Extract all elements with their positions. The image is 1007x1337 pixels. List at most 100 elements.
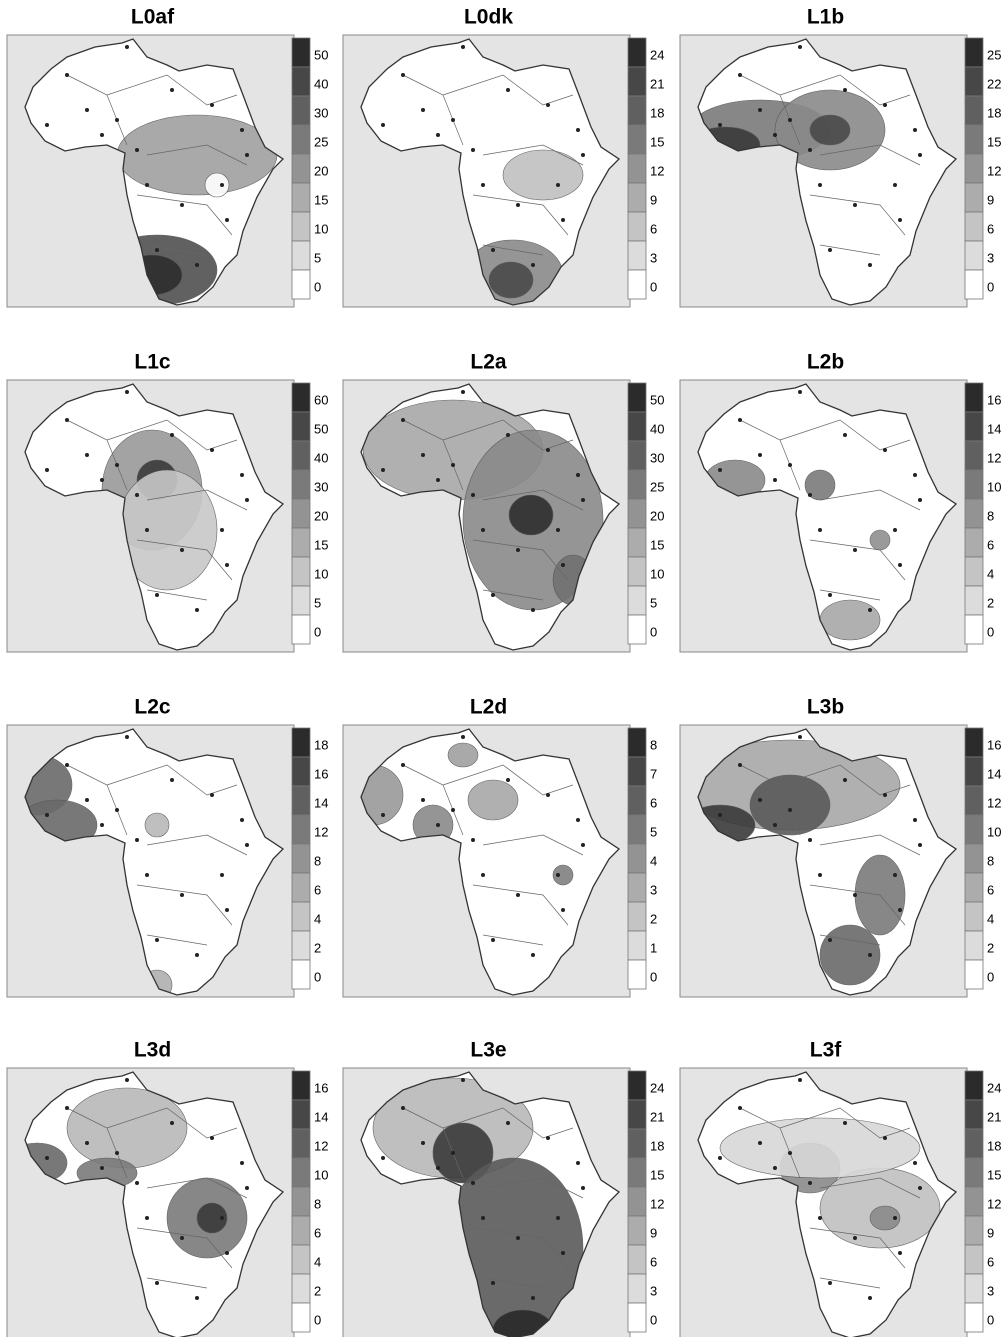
- legend-label: 15: [650, 537, 664, 552]
- panel-title: L1b: [807, 6, 844, 29]
- sample-site: [893, 183, 897, 187]
- sample-site: [898, 563, 902, 567]
- sample-site: [220, 873, 224, 877]
- sample-site: [546, 793, 550, 797]
- legend-swatch: [291, 1099, 311, 1130]
- sample-site: [818, 873, 822, 877]
- contour-region: [869, 529, 891, 551]
- contour-region: [819, 924, 881, 986]
- legend-swatch: [291, 1302, 311, 1333]
- map-panel: L1b 25 22 18 15 12 9 6 3 0: [679, 6, 1001, 308]
- sample-site: [898, 1251, 902, 1255]
- contour-region: [809, 114, 851, 146]
- legend-swatch: [627, 756, 647, 787]
- sample-site: [718, 468, 722, 472]
- legend-swatch: [964, 614, 984, 645]
- legend-label: 40: [314, 76, 328, 91]
- legend-label: 0: [987, 969, 994, 984]
- legend-swatch: [964, 1244, 984, 1275]
- legend-label: 5: [314, 595, 321, 610]
- legend-label: 18: [987, 1138, 1001, 1153]
- legend-swatch: [964, 959, 984, 990]
- legend-swatch: [964, 124, 984, 155]
- sample-site: [65, 418, 69, 422]
- legend-label: 25: [987, 47, 1001, 62]
- sample-site: [893, 873, 897, 877]
- legend-label: 4: [314, 911, 321, 926]
- legend-label: 14: [314, 1109, 328, 1124]
- contour-region: [869, 1205, 901, 1231]
- legend-label: 3: [650, 882, 657, 897]
- sample-site: [913, 818, 917, 822]
- legend-swatch: [964, 872, 984, 903]
- sample-site: [531, 953, 535, 957]
- legend-swatch: [964, 585, 984, 616]
- legend-label: 9: [987, 192, 994, 207]
- sample-site: [135, 148, 139, 152]
- sample-site: [481, 528, 485, 532]
- legend-swatch: [291, 37, 311, 68]
- sample-site: [451, 808, 455, 812]
- legend-swatch: [627, 440, 647, 471]
- sample-site: [436, 478, 440, 482]
- legend-label: 5: [650, 824, 657, 839]
- sample-site: [718, 813, 722, 817]
- legend-swatch: [964, 411, 984, 442]
- legend-label: 2: [987, 940, 994, 955]
- legend-swatch: [291, 1215, 311, 1246]
- sample-site: [180, 1236, 184, 1240]
- legend-swatch: [291, 556, 311, 587]
- legend-swatch: [964, 930, 984, 961]
- sample-site: [581, 153, 585, 157]
- sample-site: [868, 263, 872, 267]
- map-panel: L3d 16 14 12 10 8 6 4 2 0: [6, 1039, 328, 1337]
- legend-label: 4: [314, 1254, 321, 1269]
- sample-site: [758, 453, 762, 457]
- sample-site: [240, 818, 244, 822]
- panel-title: L3d: [134, 1039, 171, 1062]
- legend-label: 15: [650, 1167, 664, 1182]
- legend-label: 50: [314, 47, 328, 62]
- legend-swatch: [291, 269, 311, 300]
- legend-label: 0: [650, 279, 657, 294]
- sample-site: [491, 938, 495, 942]
- legend-label: 6: [650, 795, 657, 810]
- legend-label: 6: [987, 221, 994, 236]
- legend-swatch: [964, 153, 984, 184]
- legend-swatch: [627, 153, 647, 184]
- legend-swatch: [964, 556, 984, 587]
- sample-site: [788, 463, 792, 467]
- sample-site: [195, 953, 199, 957]
- sample-site: [115, 1151, 119, 1155]
- sample-site: [773, 133, 777, 137]
- sample-site: [461, 735, 465, 739]
- sample-site: [758, 1141, 762, 1145]
- legend-swatch: [627, 1128, 647, 1159]
- legend-label: 0: [650, 624, 657, 639]
- legend-label: 6: [987, 1254, 994, 1269]
- legend-label: 8: [987, 853, 994, 868]
- legend-swatch: [291, 498, 311, 529]
- legend-label: 0: [987, 624, 994, 639]
- sample-site: [65, 73, 69, 77]
- sample-site: [421, 798, 425, 802]
- legend-swatch: [627, 95, 647, 126]
- sample-site: [135, 1181, 139, 1185]
- sample-site: [898, 908, 902, 912]
- legend-label: 10: [314, 1167, 328, 1182]
- legend-label: 12: [987, 1196, 1001, 1211]
- legend-label: 18: [650, 1138, 664, 1153]
- sample-site: [436, 823, 440, 827]
- legend-swatch: [964, 382, 984, 413]
- legend-swatch: [627, 182, 647, 213]
- sample-site: [155, 248, 159, 252]
- legend-swatch: [964, 1070, 984, 1101]
- sample-site: [843, 1121, 847, 1125]
- legend-swatch: [964, 440, 984, 471]
- legend-swatch: [291, 211, 311, 242]
- borders: [739, 1107, 921, 1289]
- legend-swatch: [964, 727, 984, 758]
- panel-title: L2b: [807, 351, 844, 374]
